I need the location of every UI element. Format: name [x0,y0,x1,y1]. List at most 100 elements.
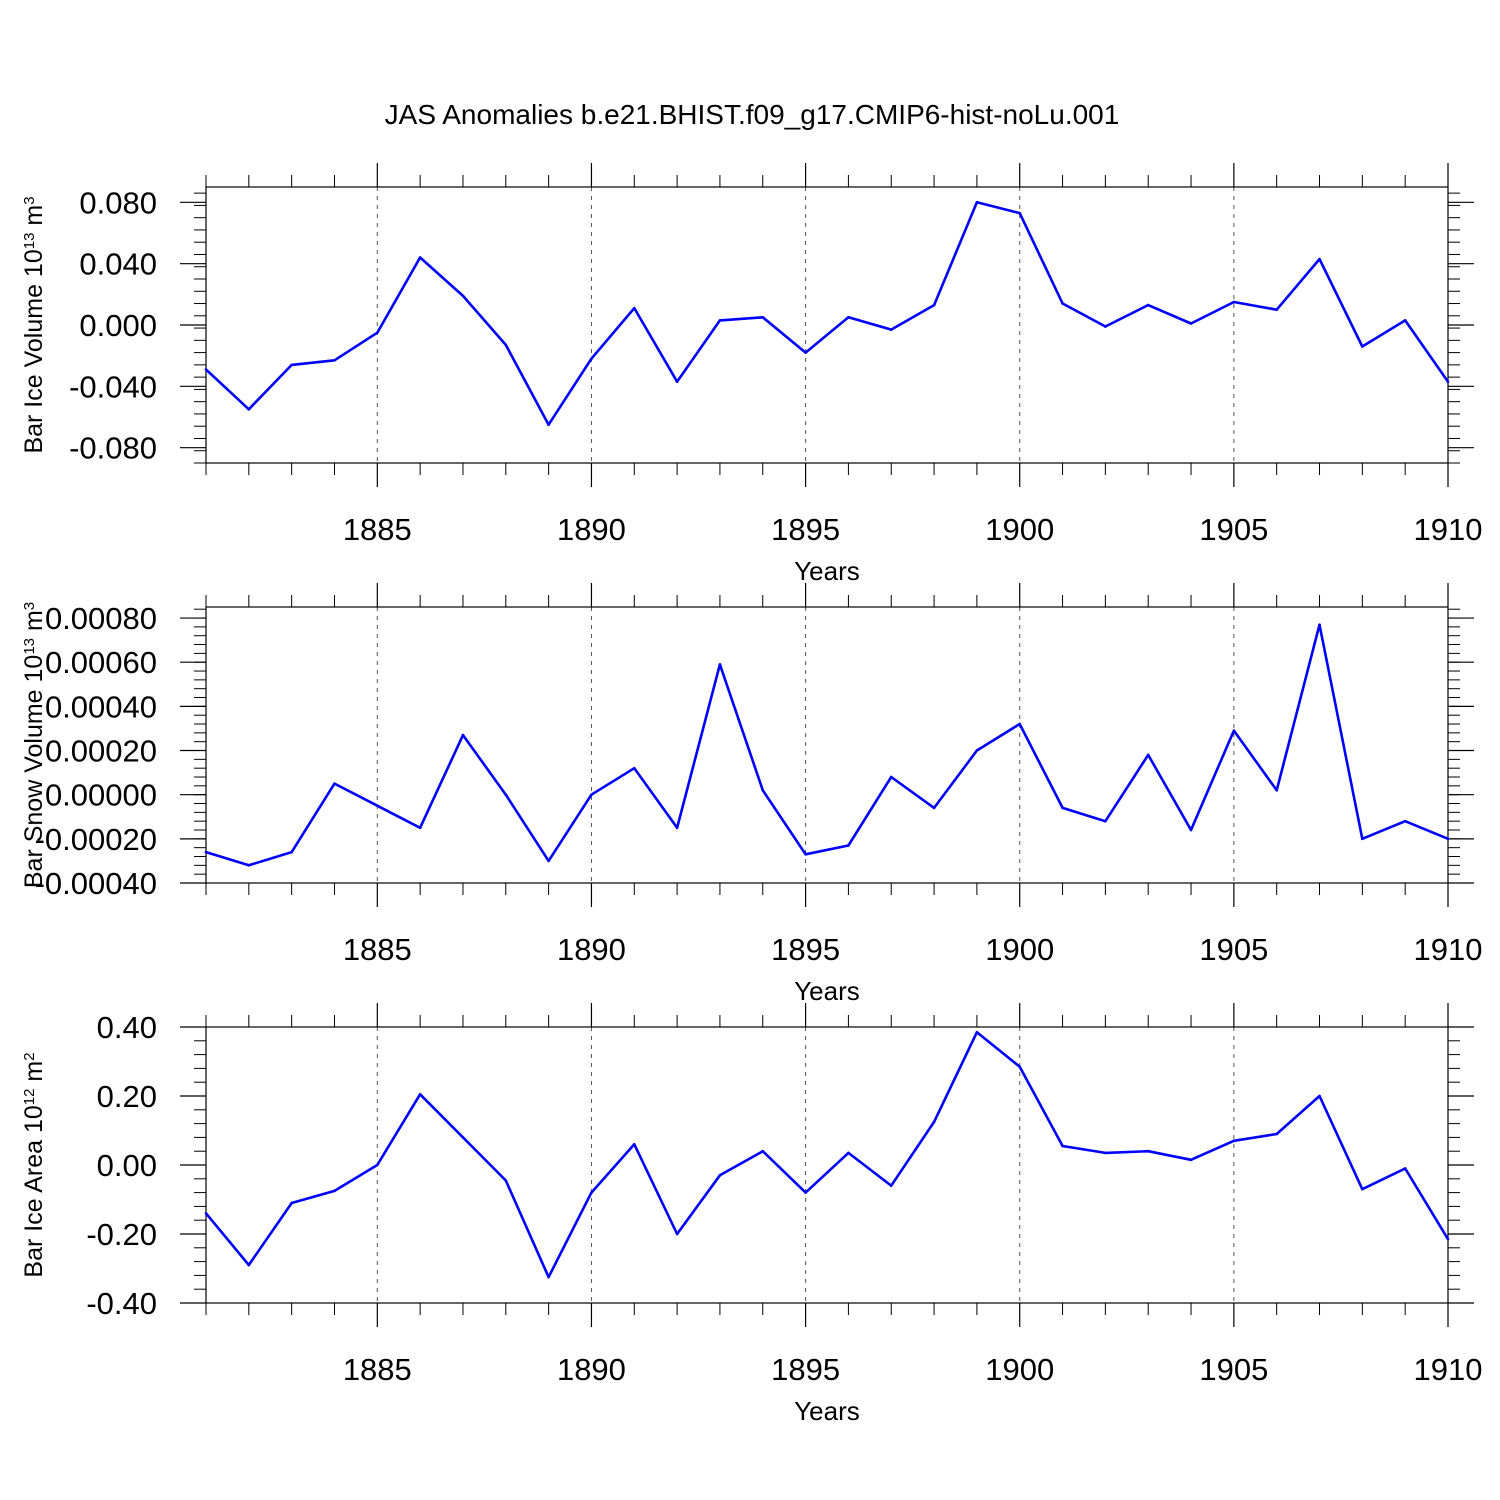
data-point [290,363,293,367]
plot-frame [205,186,1449,464]
panel-1: 1885 1890 1895 1900 1905 1910 -0.080 -0.040 0.00… [20,163,1482,586]
series-line [205,623,1449,867]
y-tick-label: 0.000 [79,308,157,343]
y-tick-label: 0.080 [79,185,157,220]
data-point [847,844,850,847]
y-axis-title-part: m [20,1061,48,1089]
x-axis-title: Years [794,976,860,1006]
data-point [718,319,722,322]
data-point [1061,302,1064,305]
x-tick-label: 1905 [1199,512,1268,547]
data-point [1275,308,1278,311]
data-point [804,852,807,856]
data-point [547,859,550,863]
y-axis-title-superscript: 3 [21,602,38,610]
y-tick-label: 0.00040 [45,689,157,724]
data-point [975,201,979,204]
y-axis-title-superscript: 13 [21,638,38,655]
y-axis-title-part: m [20,205,48,233]
data-point [1318,1094,1321,1098]
data-point [1446,380,1450,384]
x-tick-label: 1890 [557,1352,626,1387]
data-point [975,749,979,752]
y-tick-label: 0.00080 [45,601,157,636]
data-point [1018,722,1022,726]
data-point [461,294,465,298]
data-point [1189,322,1193,325]
x-tick-label: 1900 [985,932,1054,967]
x-axis-title: Years [794,556,860,586]
y-tick-label: -0.00040 [35,866,157,901]
data-point [1061,1144,1064,1148]
x-axis-title: Years [794,1396,860,1426]
data-point [1146,1149,1150,1153]
data-point [1104,325,1107,328]
y-axis-title-part: Bar Ice Volume 10 [20,249,48,453]
x-tick-label: 1885 [343,1352,412,1387]
data-point [1232,1139,1236,1143]
y-axis-title-superscript: 2 [21,1052,38,1060]
y-tick-label: -0.080 [69,431,157,466]
data-point [590,1191,593,1194]
data-point [632,306,636,310]
data-point [1446,1237,1450,1241]
data-point [1403,319,1407,322]
x-tick-label: 1895 [771,932,840,967]
data-point [975,1030,979,1034]
data-point [1318,257,1321,261]
data-point [590,357,593,361]
y-tick-label: 0.00060 [45,645,157,680]
x-tick-label: 1890 [557,932,626,967]
data-point [1361,1187,1364,1191]
data-point [461,733,465,737]
data-point [418,1092,422,1096]
data-point [632,1143,636,1146]
data-point [418,256,422,259]
data-point [590,793,593,796]
plots: 1885 1890 1895 1900 1905 1910 -0.080 -0.040 0.00… [20,163,1482,1426]
data-point [547,1275,550,1279]
y-axis-title-part: m [20,610,48,638]
data-point [889,775,893,779]
data-point [290,1201,293,1205]
data-point [1104,1151,1107,1155]
data-point [1232,729,1236,732]
y-axis-title: Bar Ice Area 1012 m2 [20,1052,48,1277]
data-point [675,826,679,830]
x-tick-label: 1895 [771,1352,840,1387]
data-point [290,850,293,854]
data-point [632,766,636,770]
y-axis-title-part: Bar Snow Volume 10 [20,655,48,888]
panel-2: 1885 1890 1895 1900 1905 1910 -0.00040 -0.00020… [20,583,1482,1006]
x-tick-label: 1905 [1199,932,1268,967]
data-point [418,826,422,830]
plot-frame [205,1026,1449,1304]
y-tick-label: 0.00000 [45,778,157,813]
y-axis-title-superscript: 3 [21,196,38,204]
x-tick-label: 1885 [343,932,412,967]
y-tick-label: -0.040 [69,369,157,404]
data-point [804,351,807,354]
data-point [376,331,379,334]
y-tick-label: 0.040 [79,247,157,282]
data-point [804,1191,807,1194]
chart-title: JAS Anomalies b.e21.BHIST.f09_g17.CMIP6-… [385,99,1120,130]
x-tick-label: 1900 [985,512,1054,547]
x-tick-label: 1910 [1414,932,1483,967]
data-point [889,1184,893,1187]
data-point [504,343,508,347]
x-tick-label: 1890 [557,512,626,547]
data-point [932,303,936,307]
data-point [247,864,251,867]
y-axis-title-part: Bar Ice Area 10 [20,1105,48,1277]
y-axis-title: Bar Snow Volume 1013 m3 [20,602,48,888]
y-tick-label: 0.00020 [45,734,157,769]
data-point [1018,1065,1022,1068]
y-tick-label: 0.20 [97,1079,157,1114]
data-point [204,850,208,854]
data-point [761,788,765,792]
y-axis-title: Bar Ice Volume 1013 m3 [20,196,48,453]
data-point [461,1136,465,1139]
data-point [247,408,251,411]
